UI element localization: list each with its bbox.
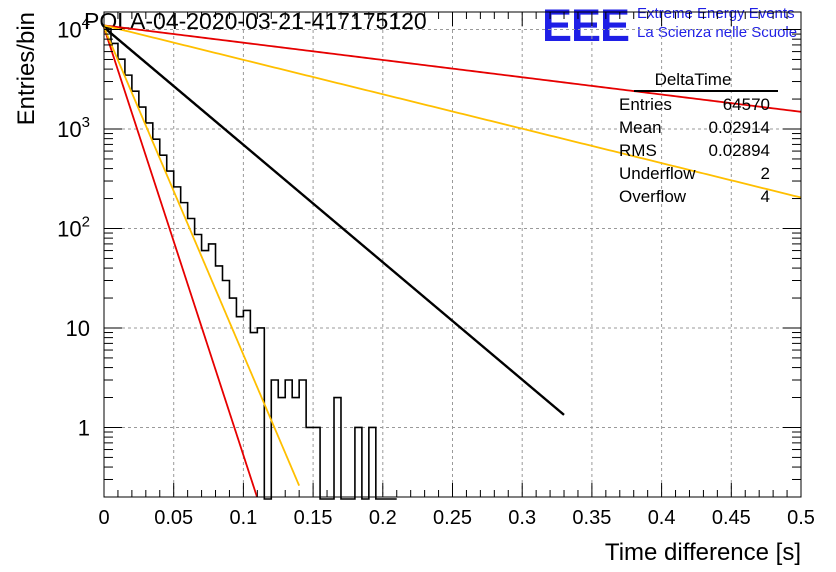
stats-value: 0.02894 bbox=[709, 141, 770, 160]
y-tick-label: 103 bbox=[57, 114, 90, 142]
stats-label: Underflow bbox=[619, 164, 696, 183]
x-tick-label: 0.5 bbox=[787, 507, 815, 529]
x-axis-label: Time difference [s] bbox=[605, 539, 801, 566]
x-tick-label: 0.15 bbox=[294, 507, 333, 529]
fit-curve-1 bbox=[103, 24, 802, 113]
x-tick-label: 0.45 bbox=[712, 507, 751, 529]
stats-label: Mean bbox=[619, 118, 662, 137]
stats-label: Overflow bbox=[619, 187, 687, 206]
x-tick-label: 0.2 bbox=[369, 507, 397, 529]
histogram-bars bbox=[104, 26, 397, 500]
stats-value: 2 bbox=[761, 164, 770, 183]
fit-curve-0 bbox=[103, 26, 565, 416]
fit-curve-2 bbox=[103, 24, 802, 199]
x-tick-label: 0.1 bbox=[229, 507, 257, 529]
stats-value: 64570 bbox=[723, 95, 770, 114]
y-axis-ticks: 1 10 102 103 104 bbox=[57, 15, 801, 498]
y-axis-label: Entries/bin bbox=[13, 12, 40, 125]
x-tick-label: 0.3 bbox=[508, 507, 536, 529]
fit-curve-4 bbox=[103, 27, 300, 487]
logo-line-1: Extreme Energy Events bbox=[637, 5, 795, 22]
y-tick-label: 1 bbox=[78, 415, 90, 440]
logo-line-2: La Scienza nelle Scuole bbox=[637, 24, 798, 41]
x-tick-label: 0.4 bbox=[648, 507, 676, 529]
grid-lines bbox=[104, 12, 801, 497]
x-tick-label: 0.35 bbox=[572, 507, 611, 529]
stats-box-title: DeltaTime bbox=[655, 70, 732, 89]
fit-curve-3 bbox=[103, 27, 258, 498]
stats-box: DeltaTime Entries 64570 Mean 0.02914 RMS 0.028… bbox=[619, 70, 778, 206]
stats-value: 0.02914 bbox=[709, 118, 770, 137]
logo-caption: Extreme Energy Events La Scienza nelle S… bbox=[637, 4, 797, 42]
y-tick-label: 104 bbox=[57, 15, 90, 43]
stats-label: Entries bbox=[619, 95, 672, 114]
fit-curves bbox=[103, 24, 802, 498]
eee-logo: EEE bbox=[542, 0, 630, 51]
y-tick-label: 10 bbox=[66, 316, 90, 341]
x-tick-label: 0.25 bbox=[433, 507, 472, 529]
y-tick-label: 102 bbox=[57, 213, 90, 241]
stats-value: 4 bbox=[761, 187, 770, 206]
histogram-outline bbox=[104, 26, 397, 500]
stats-label: RMS bbox=[619, 141, 657, 160]
x-tick-label: 0 bbox=[98, 507, 109, 529]
x-axis-ticks: 0 0.05 0.1 0.15 0.2 0.25 0.3 0.35 0.4 0.45 0.5 bbox=[98, 12, 815, 529]
x-tick-label: 0.05 bbox=[154, 507, 193, 529]
